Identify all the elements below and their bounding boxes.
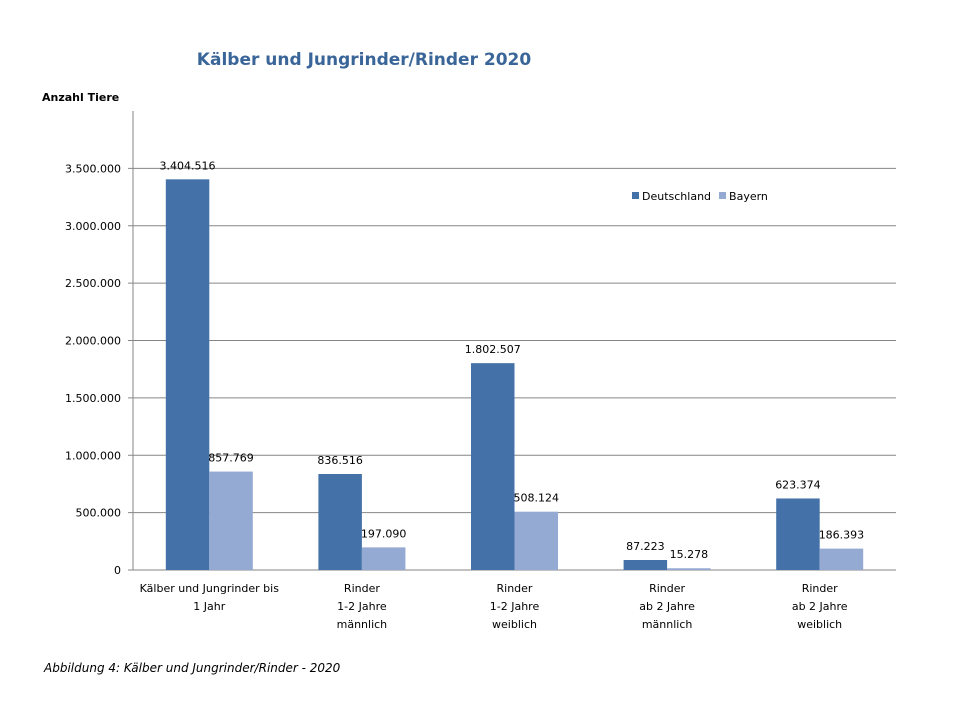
- chart-title: Kälber und Jungrinder/Rinder 2020: [196, 50, 532, 70]
- data-label: 508.124: [514, 492, 560, 505]
- y-axis-label: Anzahl Tiere: [42, 91, 120, 104]
- data-label: 836.516: [317, 454, 363, 467]
- figure-caption: Abbildung 4: Kälber und Jungrinder/Rinde…: [44, 661, 341, 675]
- x-tick-label: Rinder: [649, 582, 685, 595]
- legend-label: Bayern: [729, 190, 768, 203]
- x-tick-label: 1 Jahr: [193, 600, 225, 613]
- x-tick-label: Rinder: [344, 582, 380, 595]
- y-tick-label: 1.500.000: [65, 392, 121, 405]
- x-tick-label: 1-2 Jahre: [337, 600, 387, 613]
- bar-deutschland: [318, 474, 362, 570]
- legend-label: Deutschland: [642, 190, 711, 203]
- legend-swatch: [632, 192, 639, 199]
- x-tick-label: männlich: [642, 618, 693, 631]
- bar-deutschland: [165, 179, 210, 570]
- data-label: 87.223: [626, 540, 665, 553]
- x-tick-label: Rinder: [802, 582, 838, 595]
- x-tick-label: 1-2 Jahre: [490, 600, 540, 613]
- x-tick-label: ab 2 Jahre: [639, 600, 695, 613]
- y-tick-label: 500.000: [76, 507, 122, 520]
- x-tick-label: weiblich: [492, 618, 537, 631]
- y-tick-label: 0: [114, 564, 121, 577]
- data-label: 15.278: [670, 548, 709, 561]
- bar-bayern: [819, 548, 864, 570]
- y-tick-label: 2.000.000: [65, 335, 121, 348]
- data-label: 623.374: [775, 478, 821, 491]
- y-tick-label: 1.000.000: [65, 449, 121, 462]
- bar-bayern: [667, 568, 711, 570]
- data-label: 3.404.516: [160, 159, 216, 172]
- x-tick-label: männlich: [337, 618, 388, 631]
- data-label: 1.802.507: [465, 343, 521, 356]
- legend-swatch: [719, 192, 727, 199]
- bar-bayern: [209, 471, 253, 570]
- x-tick-label: ab 2 Jahre: [792, 600, 848, 613]
- bar-bayern: [514, 511, 558, 570]
- data-label: 857.769: [208, 452, 254, 465]
- x-tick-label: Rinder: [497, 582, 533, 595]
- x-tick-label: Kälber und Jungrinder bis: [140, 582, 280, 595]
- bar-deutschland: [623, 559, 668, 570]
- y-tick-label: 2.500.000: [65, 277, 121, 290]
- x-tick-label: weiblich: [797, 618, 842, 631]
- data-label: 186.393: [819, 529, 865, 542]
- y-tick-label: 3.000.000: [65, 220, 121, 233]
- y-tick-label: 3.500.000: [65, 162, 121, 175]
- bar-bayern: [361, 547, 406, 570]
- data-label: 197.090: [361, 527, 407, 540]
- bar-deutschland: [471, 363, 515, 570]
- bar-deutschland: [776, 498, 820, 570]
